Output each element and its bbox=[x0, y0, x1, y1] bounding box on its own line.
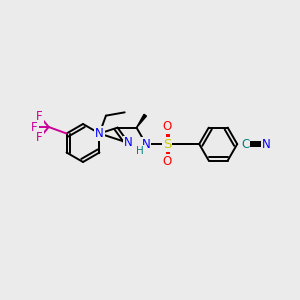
Text: N: N bbox=[95, 127, 104, 140]
Text: N: N bbox=[124, 136, 133, 149]
Text: H: H bbox=[136, 146, 144, 156]
Text: O: O bbox=[162, 155, 172, 168]
Text: S: S bbox=[163, 138, 171, 151]
Text: O: O bbox=[162, 121, 172, 134]
Text: F: F bbox=[36, 131, 43, 144]
Text: F: F bbox=[36, 110, 43, 123]
Text: N: N bbox=[262, 138, 271, 151]
Text: F: F bbox=[31, 121, 38, 134]
Text: C: C bbox=[241, 138, 249, 151]
Polygon shape bbox=[136, 114, 146, 128]
Text: N: N bbox=[142, 138, 150, 151]
